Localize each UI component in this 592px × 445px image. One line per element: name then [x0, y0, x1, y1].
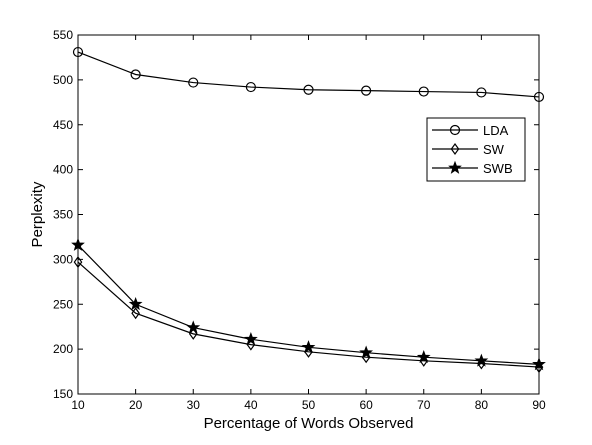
x-tick-label: 90	[532, 398, 546, 412]
x-tick-label: 80	[475, 398, 489, 412]
x-tick-label: 30	[187, 398, 201, 412]
axis-ticks: 10 20 30 40 50 60 70 80 90 150 200 250 300 350 400 450 5…	[53, 28, 546, 412]
data-point-lda	[188, 77, 199, 88]
legend-marker-swb	[448, 160, 462, 174]
data-point-swb	[71, 237, 85, 251]
x-tick-label: 10	[71, 398, 85, 412]
x-axis-label: Percentage of Words Observed	[204, 415, 414, 432]
data-point-sw	[73, 256, 83, 269]
legend-label-lda: LDA	[483, 123, 509, 138]
y-tick-label: 350	[53, 208, 73, 222]
data-point-swb	[474, 353, 489, 367]
data-point-lda	[418, 86, 429, 97]
series-line-sw	[77, 261, 540, 368]
data-point-swb	[186, 320, 201, 334]
y-tick-label: 400	[53, 163, 73, 177]
legend-marker-sw	[450, 142, 460, 156]
data-point-sw	[131, 307, 140, 320]
y-tick-label: 250	[53, 297, 73, 311]
legend-label-swb: SWB	[483, 161, 513, 176]
y-tick-label: 550	[53, 28, 73, 42]
data-point-swb	[128, 297, 143, 311]
x-tick-label: 50	[302, 398, 316, 412]
x-tick-label: 70	[417, 398, 431, 412]
y-axis-label: Perplexity	[29, 181, 46, 247]
series-group	[71, 46, 546, 374]
y-tick-label: 200	[53, 342, 73, 356]
data-point-lda	[245, 81, 256, 93]
y-tick-label: 300	[53, 252, 73, 266]
data-point-swb	[359, 345, 373, 359]
x-tick-label: 40	[244, 398, 258, 412]
data-point-lda	[361, 85, 372, 96]
series-line-lda	[77, 51, 540, 98]
data-point-lda	[533, 91, 545, 103]
data-point-lda	[476, 87, 487, 98]
legend-label-sw: SW	[483, 142, 505, 157]
x-tick-label: 60	[359, 398, 373, 412]
data-point-lda	[130, 69, 141, 80]
y-tick-label: 150	[53, 387, 73, 401]
x-tick-label: 20	[129, 398, 143, 412]
data-point-swb	[243, 332, 258, 346]
data-point-swb	[532, 357, 546, 371]
data-point-swb	[416, 349, 431, 364]
data-point-sw	[188, 327, 198, 340]
y-tick-label: 500	[53, 73, 73, 87]
data-point-lda	[303, 84, 314, 95]
data-point-swb	[301, 340, 316, 354]
data-point-lda	[72, 46, 84, 58]
legend-marker-lda	[449, 124, 461, 136]
y-tick-label: 450	[53, 118, 73, 132]
legend: LDA SW SWB	[426, 117, 526, 182]
